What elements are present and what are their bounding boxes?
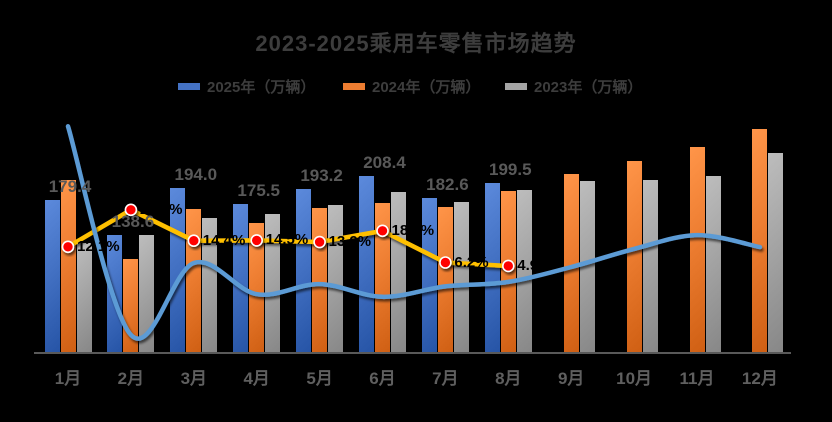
- bar-2025-2月: [107, 234, 123, 352]
- bar-2024-12月: [752, 129, 768, 352]
- bar-2023-8月: [516, 189, 532, 352]
- legend-2025: 2025年（万辆）: [178, 78, 316, 96]
- bar-2023-1月: [76, 242, 92, 352]
- bar-value-label-2月: 138.6: [111, 211, 155, 231]
- yoy-marker-line-path: [65, 207, 511, 269]
- chart-title: 2023-2025乘用车零售市场趋势: [255, 31, 577, 56]
- legend-2025-label: 2025年（万辆）: [207, 78, 316, 96]
- yoy-label-8月: 4.9%: [517, 256, 552, 274]
- x-axis-line: [34, 352, 791, 354]
- yoy-marker-line-marker-6月: [376, 224, 389, 238]
- bar-2023-3月: [202, 217, 218, 352]
- legend-2023-swatch-icon: [505, 82, 527, 90]
- month-label-11月: 11月: [679, 369, 715, 388]
- bar-value-label-8月: 199.5: [489, 160, 532, 180]
- yoy-label-5月: 13.9%: [328, 233, 372, 251]
- month-label-7月: 7月: [432, 369, 459, 388]
- month-label-4月: 4月: [243, 369, 270, 388]
- yoy-marker-line-marker-2月: [124, 203, 138, 217]
- yoy-label-2月: 26.0%: [139, 200, 183, 218]
- bar-2025-1月: [44, 200, 60, 352]
- yoy-label-3月: 14.4%: [202, 231, 246, 249]
- yoy-marker-line-marker-5月: [313, 235, 326, 249]
- bar-2024-6月: [375, 202, 390, 352]
- legend-2025-swatch-icon: [178, 82, 200, 90]
- trend-line-path: [65, 124, 763, 341]
- month-label-2月: 2月: [117, 369, 145, 388]
- month-label-12月: 12月: [741, 369, 778, 388]
- bar-value-label-1月: 179.4: [48, 177, 92, 197]
- bar-2024-4月: [249, 222, 265, 352]
- bar-value-label-3月: 194.0: [174, 165, 218, 185]
- bar-2025-6月: [359, 175, 374, 352]
- legend: 2025年（万辆） 2024年（万辆） 2023年（万辆）: [0, 78, 832, 98]
- yoy-label-7月: 6.2%: [454, 253, 489, 271]
- yoy-label-6月: 18.1%: [391, 221, 435, 239]
- legend-2023: 2023年（万辆）: [505, 78, 643, 96]
- bar-2023-7月: [453, 202, 469, 352]
- yoy-marker-line-marker-8月: [501, 259, 515, 273]
- legend-2024: 2024年（万辆）: [343, 78, 481, 96]
- legend-2024-swatch-icon: [343, 82, 365, 90]
- bar-2023-2月: [139, 234, 155, 352]
- bar-2025-7月: [421, 197, 437, 352]
- yoy-marker-line-marker-3月: [187, 234, 201, 247]
- bar-2023-12月: [768, 153, 784, 352]
- bar-2023-10月: [642, 180, 658, 352]
- bar-2025-5月: [296, 188, 312, 352]
- bar-2024-11月: [689, 147, 705, 352]
- yoy-marker-line-marker-7月: [439, 256, 452, 269]
- bar-2024-1月: [60, 180, 76, 352]
- bar-2024-9月: [563, 173, 579, 352]
- legend-2023-label: 2023年（万辆）: [534, 78, 643, 96]
- bar-2024-10月: [626, 160, 642, 352]
- month-label-1月: 1月: [54, 369, 82, 388]
- bar-value-label-5月: 193.2: [300, 165, 343, 185]
- bar-value-label-4月: 175.5: [237, 180, 280, 200]
- month-label-9月: 9月: [557, 369, 585, 388]
- bar-value-label-7月: 182.6: [426, 174, 469, 194]
- yoy-marker-line-marker-4月: [250, 234, 264, 247]
- month-label-8月: 8月: [495, 369, 522, 388]
- bar-2025-8月: [484, 183, 500, 352]
- month-label-5月: 5月: [306, 369, 333, 388]
- month-label-6月: 6月: [369, 369, 396, 388]
- yoy-marker-line-marker-1月: [61, 240, 75, 254]
- month-label-3月: 3月: [180, 369, 208, 388]
- bar-2023-4月: [265, 214, 281, 352]
- bar-value-label-6月: 208.4: [363, 152, 406, 172]
- bar-2023-9月: [579, 181, 595, 352]
- bar-2023-6月: [391, 191, 406, 352]
- bar-2024-7月: [437, 206, 453, 352]
- yoy-label-4月: 14.5%: [265, 231, 309, 249]
- bar-2023-11月: [705, 176, 721, 352]
- yoy-label-1月: 12.1%: [77, 237, 120, 255]
- month-label-10月: 10月: [616, 369, 653, 388]
- legend-2024-label: 2024年（万辆）: [372, 78, 481, 96]
